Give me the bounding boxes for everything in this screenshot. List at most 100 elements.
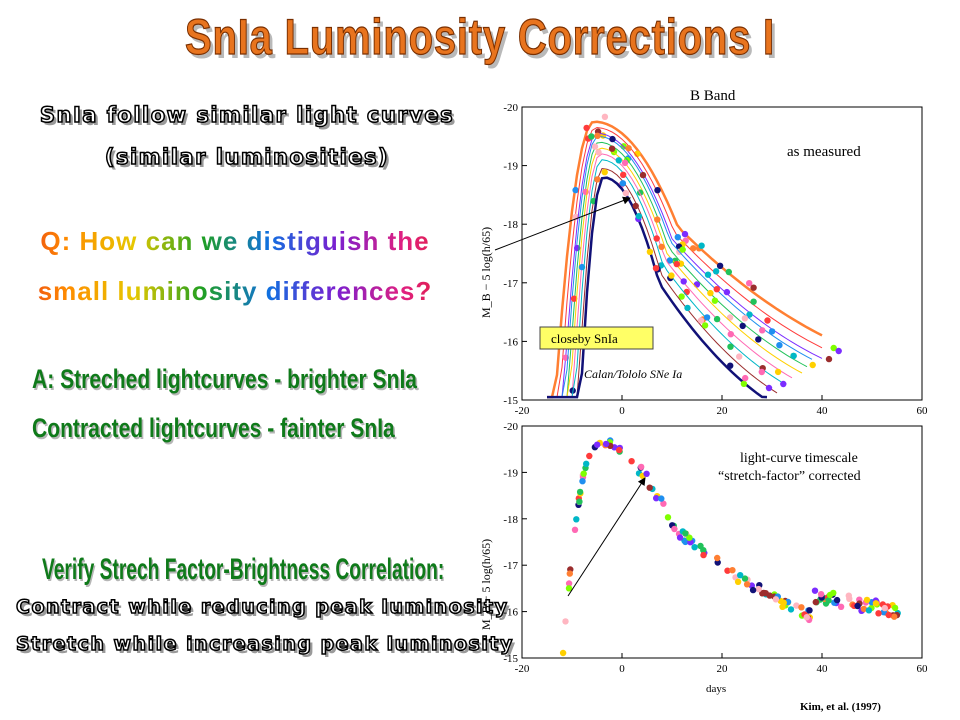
similar-curves-line2: (similar luminosities) [104, 144, 390, 170]
top-light-curve [547, 153, 793, 398]
top-data-point [601, 169, 608, 176]
top-x-tick-label: -20 [515, 405, 530, 417]
bottom-data-point [803, 614, 810, 621]
top-light-curve [547, 141, 808, 398]
top-data-point [698, 242, 705, 249]
bottom-chart: -20 0 20 40 60 -20 -19 -18 -17 -16 -15 light-curve… [479, 421, 928, 695]
bottom-data-point [658, 495, 665, 502]
bottom-data-point [562, 618, 569, 625]
top-data-point [759, 327, 766, 334]
top-data-point [679, 246, 686, 253]
bottom-chart-annotation-line1: light-curve timescale [740, 451, 858, 466]
bottom-data-point [700, 547, 707, 554]
top-data-point [768, 328, 776, 335]
top-data-point [727, 343, 734, 350]
callout-arrow-top [494, 196, 631, 251]
top-x-tick-label: 60 [917, 405, 929, 417]
top-chart-annotation: as measured [787, 144, 861, 160]
top-chart-marks [547, 113, 842, 399]
top-data-point [632, 202, 639, 210]
top-data-point [713, 315, 721, 323]
answer-line1: A: Streched lightcurves - brighter SnIa [32, 364, 418, 394]
top-data-point [758, 368, 765, 376]
bottom-data-point [749, 586, 757, 594]
top-data-point [713, 286, 720, 293]
top-data-point [712, 268, 720, 275]
bottom-data-point [780, 599, 787, 606]
bottom-data-point [580, 470, 587, 477]
bottom-data-point [671, 525, 678, 533]
bottom-x-tick-label: 20 [717, 663, 729, 675]
bottom-data-point [691, 544, 698, 551]
top-data-point [727, 331, 734, 338]
top-data-point [741, 315, 749, 322]
bottom-chart-ticks: -20 0 20 40 60 -20 -19 -18 -17 -16 -15 [503, 421, 928, 675]
bottom-data-point [881, 604, 888, 612]
bottom-chart-frame [521, 425, 923, 659]
top-light-curve [547, 135, 813, 398]
bottom-data-point [565, 585, 573, 592]
bottom-data-point [806, 607, 813, 614]
top-data-point [595, 149, 602, 156]
bottom-data-point [891, 604, 899, 612]
bottom-data-point [682, 530, 689, 537]
bottom-data-point [559, 649, 567, 657]
bottom-data-point [787, 606, 795, 613]
top-data-point [673, 260, 680, 268]
bottom-y-tick-label: -16 [503, 607, 518, 619]
bottom-data-point [811, 587, 819, 594]
top-data-point [684, 304, 691, 312]
bottom-x-tick-label: 60 [917, 663, 929, 675]
bottom-data-point [565, 580, 573, 587]
top-data-point [774, 368, 782, 376]
top-data-point [583, 124, 590, 132]
top-data-point [723, 288, 731, 296]
top-data-point [674, 234, 681, 241]
bottom-data-point [660, 500, 667, 507]
top-data-point [654, 187, 661, 194]
bottom-data-point [875, 610, 882, 617]
top-data-point [620, 171, 627, 178]
top-data-point [635, 213, 643, 220]
top-x-tick-label: 40 [817, 405, 829, 417]
closeby-callout: closeby SnIa [539, 326, 654, 350]
bottom-data-point [817, 591, 825, 598]
contract-line: Contract while reducing peak luminosity [15, 595, 509, 619]
bottom-data-point [772, 596, 780, 603]
top-data-point [830, 344, 837, 352]
top-data-point [765, 384, 773, 392]
top-data-point [703, 314, 711, 321]
top-x-tick-label: 0 [619, 405, 625, 417]
top-data-point [780, 380, 787, 388]
top-data-point [736, 353, 743, 360]
top-data-point [570, 295, 578, 302]
bottom-chart-annotation-line2: “stretch-factor” corrected [718, 469, 861, 484]
top-data-point [653, 235, 660, 242]
top-chart-source-label: Calan/Tololo SNe Ia [584, 367, 682, 381]
top-data-point [601, 113, 609, 121]
top-data-point [594, 132, 601, 139]
top-data-point [755, 336, 762, 343]
verify-heading: Verify Strech Factor-Brightness Correlat… [42, 553, 445, 586]
top-data-point [639, 171, 647, 179]
top-data-point [697, 317, 705, 324]
top-data-point [825, 355, 833, 363]
citation: Kim, et al. (1997) [800, 701, 881, 713]
top-chart: -20 0 20 40 60 -20 -19 -18 -17 -16 -15 B Band as m… [479, 88, 928, 417]
bottom-chart-marks [559, 437, 901, 657]
top-data-point [680, 278, 687, 285]
bottom-chart-ylabel: M_B − 5 log(h/65) [479, 539, 493, 630]
top-y-tick-label: -15 [503, 395, 518, 407]
top-chart-title: B Band [690, 88, 736, 104]
top-data-point [704, 271, 712, 278]
bottom-data-point [737, 572, 744, 579]
bottom-data-point [729, 567, 736, 574]
top-light-curve [547, 168, 778, 398]
bottom-y-tick-label: -18 [503, 514, 518, 526]
bottom-x-tick-label: -20 [515, 663, 530, 675]
top-data-point [681, 230, 689, 238]
top-data-point [693, 281, 701, 288]
bottom-data-point [686, 534, 693, 541]
top-chart-frame [521, 106, 923, 401]
top-y-tick-label: -19 [503, 161, 518, 173]
